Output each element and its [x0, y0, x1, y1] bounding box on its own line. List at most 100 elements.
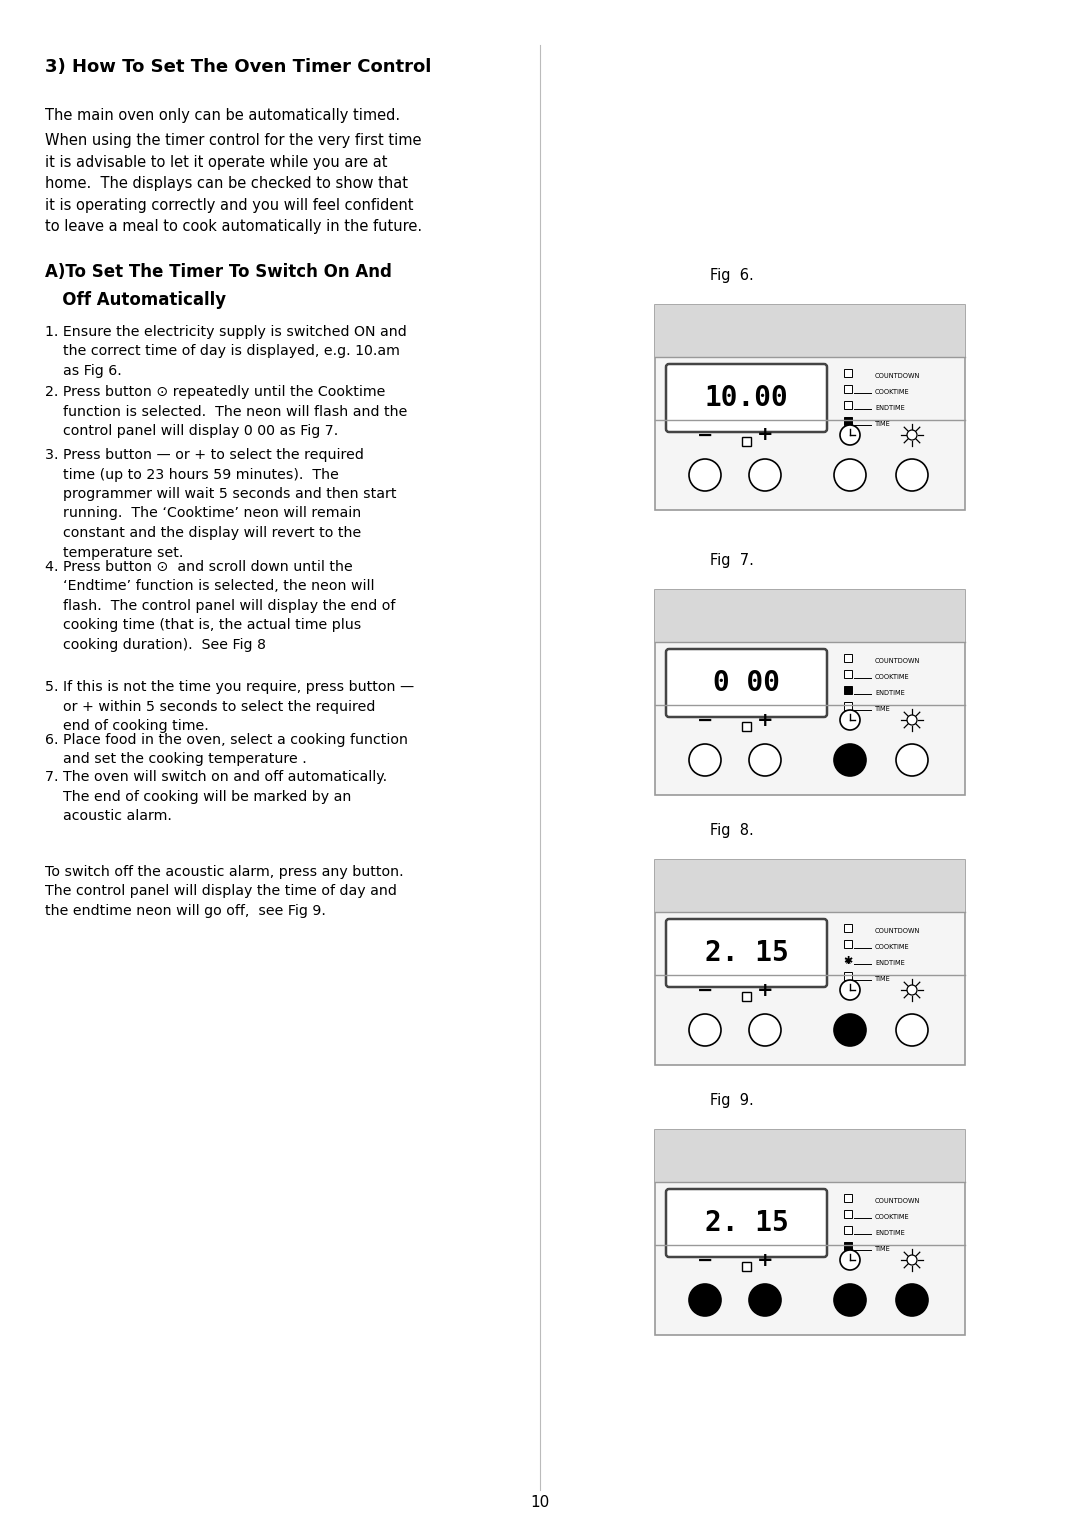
Text: 6. Place food in the oven, select a cooking function
    and set the cooking tem: 6. Place food in the oven, select a cook… — [45, 733, 408, 767]
Circle shape — [840, 711, 860, 730]
Bar — [843, 417, 852, 425]
Bar — [843, 669, 852, 678]
FancyBboxPatch shape — [666, 1189, 827, 1258]
Text: When using the timer control for the very first time
it is advisable to let it o: When using the timer control for the ver… — [45, 133, 422, 234]
Text: COOKTIME: COOKTIME — [875, 674, 909, 680]
Text: ★: ★ — [843, 957, 852, 966]
Text: 4. Press button ⊙  and scroll down until the
    ‘Endtime’ function is selected,: 4. Press button ⊙ and scroll down until … — [45, 559, 395, 652]
Circle shape — [840, 979, 860, 999]
Bar — [654, 1131, 966, 1183]
FancyBboxPatch shape — [666, 364, 827, 432]
Text: COOKTIME: COOKTIME — [875, 1215, 909, 1219]
Circle shape — [907, 715, 917, 724]
Text: The main oven only can be automatically timed.: The main oven only can be automatically … — [45, 108, 400, 122]
Text: TIME: TIME — [875, 706, 891, 712]
Circle shape — [750, 1015, 781, 1047]
Circle shape — [834, 458, 866, 490]
Text: ENDTIME: ENDTIME — [875, 691, 905, 695]
Circle shape — [907, 1254, 917, 1265]
Text: +: + — [757, 425, 773, 445]
Circle shape — [896, 1015, 928, 1047]
Text: ✱: ✱ — [843, 957, 853, 966]
Circle shape — [689, 744, 721, 776]
Text: −: − — [697, 425, 713, 445]
Text: 5. If this is not the time you require, press button —
    or + within 5 seconds: 5. If this is not the time you require, … — [45, 680, 415, 733]
Text: ENDTIME: ENDTIME — [875, 405, 905, 411]
Bar — [742, 437, 751, 446]
Bar — [654, 860, 966, 1065]
Text: ENDTIME: ENDTIME — [875, 960, 905, 966]
Circle shape — [907, 986, 917, 995]
Text: 10.00: 10.00 — [704, 384, 788, 413]
Circle shape — [834, 744, 866, 776]
Text: −: − — [697, 711, 713, 729]
Text: 2. 15: 2. 15 — [704, 940, 788, 967]
Text: 7. The oven will switch on and off automatically.
    The end of cooking will be: 7. The oven will switch on and off autom… — [45, 770, 387, 824]
Bar — [843, 368, 852, 377]
Bar — [742, 1262, 751, 1271]
Text: TIME: TIME — [875, 1245, 891, 1251]
Bar — [843, 385, 852, 393]
Text: COUNTDOWN: COUNTDOWN — [875, 927, 920, 934]
Circle shape — [689, 458, 721, 490]
Text: 2. 15: 2. 15 — [704, 1209, 788, 1238]
Bar — [843, 654, 852, 662]
Circle shape — [689, 1015, 721, 1047]
Text: Fig  6.: Fig 6. — [710, 267, 754, 283]
Bar — [843, 972, 852, 979]
Text: Fig  8.: Fig 8. — [710, 824, 754, 837]
Text: +: + — [757, 1250, 773, 1270]
Circle shape — [750, 744, 781, 776]
Text: −: − — [697, 981, 713, 999]
Circle shape — [840, 425, 860, 445]
Text: +: + — [757, 711, 773, 729]
Text: COUNTDOWN: COUNTDOWN — [875, 373, 920, 379]
Text: Off Automatically: Off Automatically — [45, 290, 226, 309]
Bar — [843, 1225, 852, 1235]
Text: COUNTDOWN: COUNTDOWN — [875, 1198, 920, 1204]
Text: 10: 10 — [530, 1494, 550, 1510]
Text: COOKTIME: COOKTIME — [875, 944, 909, 950]
Text: 3. Press button — or + to select the required
    time (up to 23 hours 59 minute: 3. Press button — or + to select the req… — [45, 448, 396, 559]
Circle shape — [689, 1284, 721, 1316]
FancyBboxPatch shape — [666, 918, 827, 987]
Text: 0 00: 0 00 — [713, 669, 780, 697]
Text: 2. Press button ⊙ repeatedly until the Cooktime
    function is selected.  The n: 2. Press button ⊙ repeatedly until the C… — [45, 385, 407, 439]
Circle shape — [834, 1284, 866, 1316]
FancyBboxPatch shape — [666, 649, 827, 717]
Bar — [843, 1193, 852, 1203]
Circle shape — [834, 1015, 866, 1047]
Text: To switch off the acoustic alarm, press any button.
The control panel will displ: To switch off the acoustic alarm, press … — [45, 865, 404, 918]
Bar — [843, 400, 852, 410]
Bar — [742, 992, 751, 1001]
Circle shape — [840, 1250, 860, 1270]
Bar — [654, 590, 966, 642]
Bar — [843, 1210, 852, 1218]
Text: 3) How To Set The Oven Timer Control: 3) How To Set The Oven Timer Control — [45, 58, 431, 76]
Text: COUNTDOWN: COUNTDOWN — [875, 659, 920, 665]
Circle shape — [750, 1284, 781, 1316]
Text: COOKTIME: COOKTIME — [875, 390, 909, 396]
Circle shape — [750, 458, 781, 490]
Bar — [654, 860, 966, 912]
Bar — [654, 306, 966, 358]
Text: Fig  7.: Fig 7. — [710, 553, 754, 568]
Circle shape — [896, 458, 928, 490]
Text: +: + — [757, 981, 773, 999]
Circle shape — [896, 1284, 928, 1316]
Bar — [654, 1131, 966, 1335]
Bar — [843, 701, 852, 711]
Bar — [654, 306, 966, 510]
Text: A)To Set The Timer To Switch On And: A)To Set The Timer To Switch On And — [45, 263, 392, 281]
Bar — [843, 924, 852, 932]
Bar — [843, 686, 852, 694]
Bar — [742, 723, 751, 730]
Text: Fig  9.: Fig 9. — [710, 1093, 754, 1108]
Text: TIME: TIME — [875, 422, 891, 426]
Text: ENDTIME: ENDTIME — [875, 1230, 905, 1236]
Bar — [843, 940, 852, 947]
Bar — [654, 590, 966, 795]
Text: 1. Ensure the electricity supply is switched ON and
    the correct time of day : 1. Ensure the electricity supply is swit… — [45, 325, 407, 377]
Bar — [843, 1242, 852, 1250]
Circle shape — [907, 429, 917, 440]
